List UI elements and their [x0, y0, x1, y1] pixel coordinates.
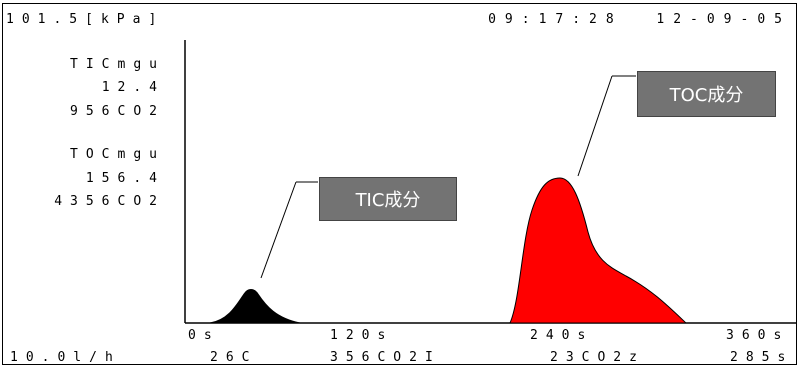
- temperature: 26C: [210, 350, 258, 365]
- x-tick-360: 360s: [726, 328, 790, 343]
- tic-leader-line: [260, 181, 297, 279]
- pressure-readout: 101.5[kPa]: [6, 12, 165, 27]
- x-tick-120: 120s: [330, 328, 394, 343]
- elapsed-readout: 285s: [730, 350, 794, 365]
- flow-rate: 10.0l/h: [10, 350, 121, 365]
- tic-area: 956CO2: [70, 104, 165, 119]
- co2-z-readout: 23CO2z: [550, 350, 645, 365]
- toc-value: 156.4: [85, 171, 165, 186]
- tic-value: 12.4: [101, 80, 165, 95]
- tic-component-label: TIC成分: [319, 177, 457, 221]
- display-frame: [2, 3, 797, 365]
- tic-peak: [209, 289, 301, 324]
- toc-peak: [509, 177, 688, 324]
- co2-i-readout: 356CO2I: [330, 350, 441, 365]
- toc-heading: TOCmgu: [70, 147, 165, 162]
- toc-leader-line: [577, 75, 613, 177]
- x-tick-0: 0s: [188, 328, 220, 343]
- time: 09:17:28: [488, 12, 623, 27]
- date: 12-09-05: [656, 12, 791, 27]
- tic-heading: TICmgu: [70, 57, 165, 72]
- toc-component-label: TOC成分: [637, 71, 776, 117]
- x-tick-240: 240s: [530, 328, 594, 343]
- clock-readout: 09:17:28 12-09-05: [488, 12, 791, 28]
- toc-area: 4356CO2: [54, 194, 165, 209]
